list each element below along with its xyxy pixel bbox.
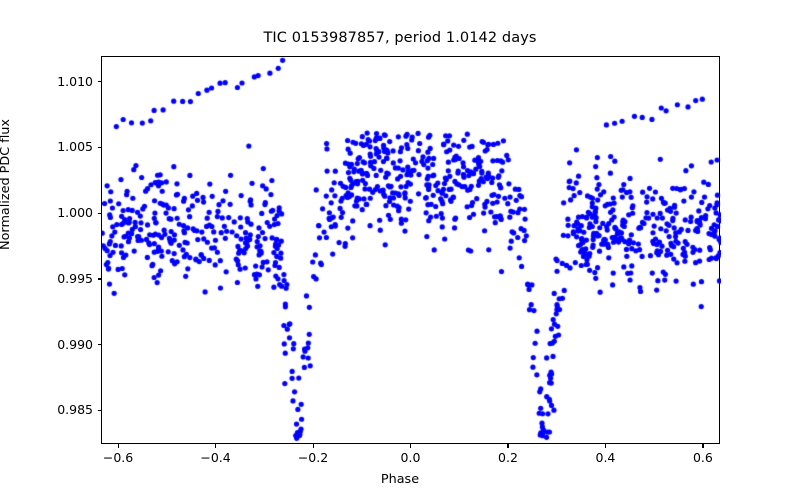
x-tick-label: −0.4	[200, 450, 231, 465]
y-tick-label: 1.000	[57, 205, 93, 221]
x-tick-label: −0.2	[297, 450, 329, 465]
x-tick-label: 0.6	[692, 450, 713, 465]
y-tick-label: 0.995	[57, 270, 93, 286]
x-tick-label: 0.2	[498, 450, 518, 465]
x-tick-label: 0.4	[595, 450, 616, 465]
y-tick-label: 1.005	[57, 139, 93, 155]
y-tick-label: 0.985	[57, 402, 93, 418]
x-tick-label: −0.6	[102, 450, 134, 465]
x-axis-label: Phase	[380, 472, 420, 487]
x-tick-label: 0.0	[400, 450, 421, 465]
y-tick-mark	[97, 344, 101, 346]
x-tick-mark	[117, 444, 119, 448]
plot-axes	[101, 56, 721, 445]
y-tick-label: 1.010	[57, 73, 93, 89]
x-tick-mark	[507, 444, 509, 448]
y-tick-mark	[97, 409, 101, 412]
y-axis-label: Normalized PDC flux	[0, 119, 13, 250]
y-tick-mark	[97, 212, 101, 214]
x-tick-mark	[410, 444, 412, 448]
y-tick-mark	[97, 278, 101, 280]
x-tick-mark	[312, 444, 314, 448]
y-tick-mark	[97, 146, 101, 148]
scatter-data-layer	[102, 57, 721, 445]
page-title: TIC 0153987857, period 1.0142 days	[263, 30, 537, 46]
x-tick-mark	[215, 444, 217, 448]
x-tick-mark	[702, 444, 704, 448]
y-tick-mark	[97, 81, 101, 83]
y-tick-label: 0.990	[57, 336, 93, 352]
x-tick-mark	[604, 444, 607, 448]
